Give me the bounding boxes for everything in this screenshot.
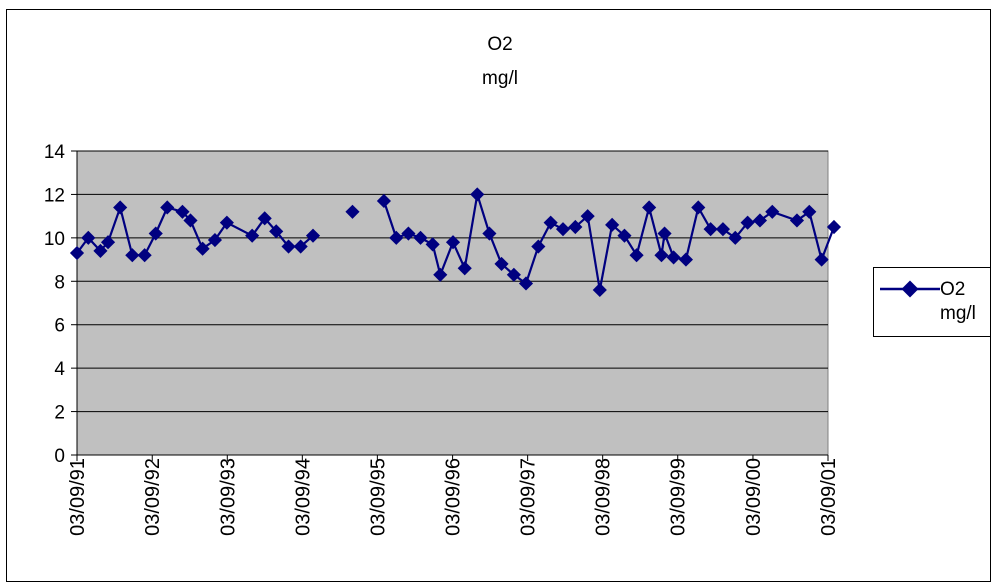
y-tick-label: 4 [54,359,65,380]
x-tick-label: 03/09/97 [518,458,540,536]
y-tick-label: 2 [54,403,65,424]
y-tick-label: 12 [44,185,65,206]
y-tick-label: 14 [44,142,66,163]
x-tick-label: 03/09/98 [593,458,615,536]
x-tick-label: 03/09/01 [818,458,840,536]
data-point [827,220,841,234]
plot-background [77,151,828,455]
x-tick-label: 03/09/95 [367,458,389,536]
x-tick-label: 03/09/94 [292,458,314,536]
y-tick-label: 10 [44,229,65,250]
x-tick-label: 03/09/00 [743,458,765,536]
legend-unit: mg/l [940,303,976,325]
legend: O2 mg/l [873,267,991,337]
y-tick-label: 8 [54,272,65,293]
y-tick-label: 0 [54,446,65,467]
x-tick-label: 03/09/92 [142,458,164,536]
legend-label: O2 [940,279,965,301]
y-tick-label: 6 [54,316,65,337]
legend-marker [878,274,948,304]
x-tick-label: 03/09/91 [67,458,89,536]
x-tick-label: 03/09/99 [668,458,690,536]
x-tick-label: 03/09/93 [217,458,239,536]
x-tick-label: 03/09/96 [443,458,465,536]
